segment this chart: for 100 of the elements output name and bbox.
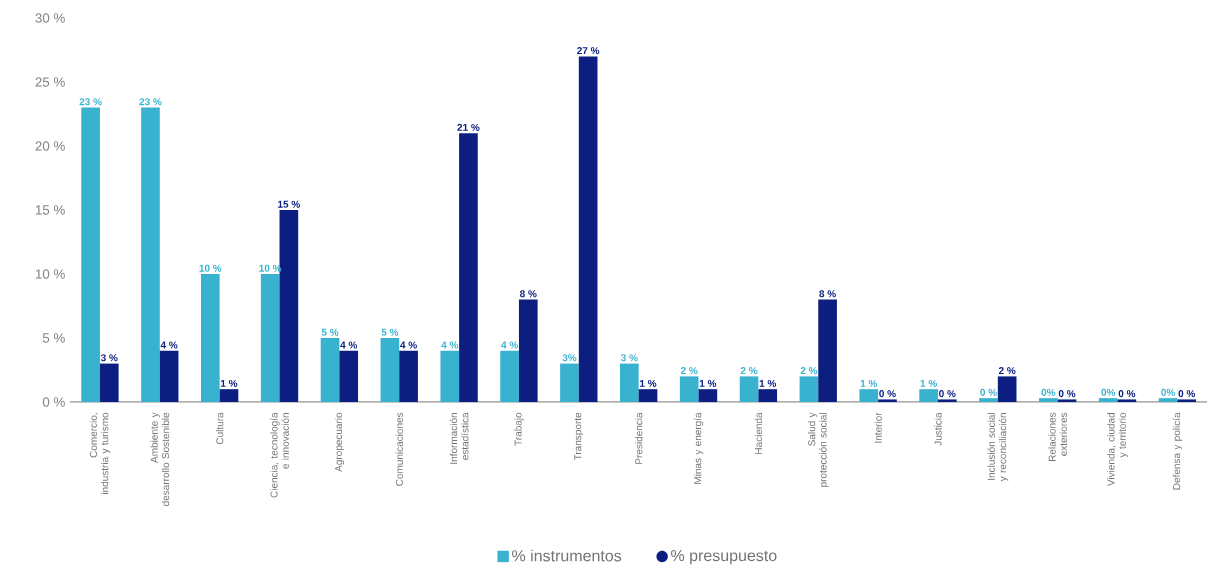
data-label: 0% bbox=[1041, 388, 1056, 396]
x-tick-label: Cultura bbox=[216, 412, 224, 445]
bar bbox=[560, 363, 579, 402]
bar bbox=[260, 273, 280, 402]
data-label: 8 % bbox=[519, 290, 537, 298]
bar bbox=[1117, 399, 1137, 402]
x-tick-label: Trabajo bbox=[514, 412, 524, 446]
data-label: 2 % bbox=[800, 367, 818, 375]
data-label: 0 % bbox=[879, 390, 896, 398]
bar bbox=[459, 133, 478, 402]
y-tick-label: 15 % bbox=[35, 205, 65, 215]
data-label: 2 % bbox=[680, 367, 698, 375]
data-label: 21 % bbox=[457, 123, 480, 131]
legend-label: % instrumentos bbox=[512, 549, 622, 562]
bar bbox=[219, 389, 239, 402]
x-tick-label: Agropecuario bbox=[334, 412, 345, 472]
bar bbox=[159, 350, 179, 402]
bar bbox=[339, 350, 359, 402]
bar bbox=[1039, 398, 1058, 402]
x-tick-label: Inclusión social y reconciliación bbox=[987, 413, 1009, 482]
bar bbox=[878, 399, 897, 402]
bar bbox=[818, 299, 837, 402]
legend-label: % presupuesto bbox=[671, 549, 777, 565]
bar bbox=[380, 337, 400, 402]
bar bbox=[141, 107, 160, 402]
x-tick-label: Comercio, industria y turismo bbox=[89, 412, 111, 494]
y-tick-label: 0 % bbox=[42, 397, 65, 407]
bar bbox=[979, 398, 998, 402]
bar bbox=[997, 376, 1017, 402]
bar bbox=[638, 389, 658, 402]
bar bbox=[320, 337, 340, 402]
y-tick-label: 10 % bbox=[35, 269, 65, 279]
bar bbox=[1177, 399, 1197, 402]
bar bbox=[799, 376, 819, 402]
data-label: 3 % bbox=[620, 354, 638, 362]
data-label: 0% bbox=[1161, 388, 1176, 396]
data-label: 4 % bbox=[160, 341, 178, 349]
data-label: 0 % bbox=[1118, 390, 1136, 398]
bar bbox=[937, 399, 957, 402]
bar bbox=[518, 299, 538, 402]
bar bbox=[758, 389, 778, 402]
x-tick-label: Presidencia bbox=[635, 412, 643, 464]
x-tick-label: Ambiente y desarrollo Sostenible bbox=[150, 412, 170, 506]
bar bbox=[440, 350, 460, 402]
data-label: 23 % bbox=[139, 98, 162, 106]
bar bbox=[739, 376, 759, 402]
data-label: 4 % bbox=[441, 341, 459, 349]
data-label: 10 % bbox=[199, 264, 222, 272]
y-tick-label: 20 % bbox=[35, 141, 65, 151]
x-tick-label: Justicia bbox=[934, 412, 942, 446]
y-tick-label: 5 % bbox=[42, 333, 65, 343]
x-tick-label: Vivienda, ciudad y territorio bbox=[1107, 412, 1128, 487]
data-label: 15 % bbox=[278, 200, 300, 208]
data-label: 5 % bbox=[381, 328, 399, 336]
bar bbox=[500, 350, 519, 402]
data-label: 5 % bbox=[321, 328, 339, 336]
bar bbox=[200, 273, 220, 402]
data-label: 1 % bbox=[860, 379, 878, 387]
x-tick-label: Minas y energía bbox=[693, 412, 704, 484]
data-label: 1 % bbox=[221, 379, 238, 387]
data-label: 2 % bbox=[998, 367, 1016, 375]
bar bbox=[859, 389, 879, 402]
data-label: 4 % bbox=[501, 341, 518, 349]
bar bbox=[919, 389, 938, 402]
data-label: 4 % bbox=[400, 341, 417, 349]
data-label: 3% bbox=[562, 354, 577, 362]
data-label: 0 % bbox=[939, 390, 956, 398]
data-label: 3 % bbox=[100, 354, 118, 362]
data-label: 1 % bbox=[699, 379, 717, 387]
data-label: 0% bbox=[1101, 388, 1116, 396]
data-label: 27 % bbox=[577, 47, 600, 55]
bar bbox=[620, 363, 639, 402]
bar bbox=[81, 107, 100, 402]
x-tick-label: Ciencia, tecnología e innovación bbox=[270, 412, 289, 498]
data-label: 1 % bbox=[759, 379, 777, 387]
bar bbox=[679, 376, 699, 402]
data-label: 1 % bbox=[920, 379, 937, 387]
y-tick-label: 25 % bbox=[35, 77, 65, 87]
data-label: 0 % bbox=[980, 388, 997, 396]
x-tick-label: Información estadística bbox=[449, 412, 469, 464]
data-label: 0 % bbox=[1178, 390, 1196, 398]
bar bbox=[1158, 398, 1178, 402]
data-label: 1 % bbox=[640, 379, 657, 387]
data-label: 0 % bbox=[1058, 390, 1076, 398]
bar bbox=[698, 389, 718, 402]
x-tick-label: Comunicaciones bbox=[395, 412, 403, 486]
x-tick-label: Hacienda bbox=[754, 412, 763, 454]
bar bbox=[99, 363, 119, 402]
data-label: 4 % bbox=[340, 341, 358, 349]
x-tick-label: Salud y protección social bbox=[807, 412, 829, 487]
x-tick-label: Transporte bbox=[574, 412, 584, 461]
bar bbox=[399, 350, 418, 402]
data-label: 2 % bbox=[740, 367, 758, 375]
y-tick-label: 30 % bbox=[35, 13, 65, 23]
data-label: 8 % bbox=[819, 290, 836, 298]
data-label: 23 % bbox=[79, 98, 102, 106]
x-tick-label: Defensa y policía bbox=[1172, 412, 1183, 490]
bar bbox=[578, 56, 598, 402]
x-tick-label: Relaciones exteriores bbox=[1048, 412, 1068, 462]
x-tick-label: Interior bbox=[874, 412, 882, 443]
